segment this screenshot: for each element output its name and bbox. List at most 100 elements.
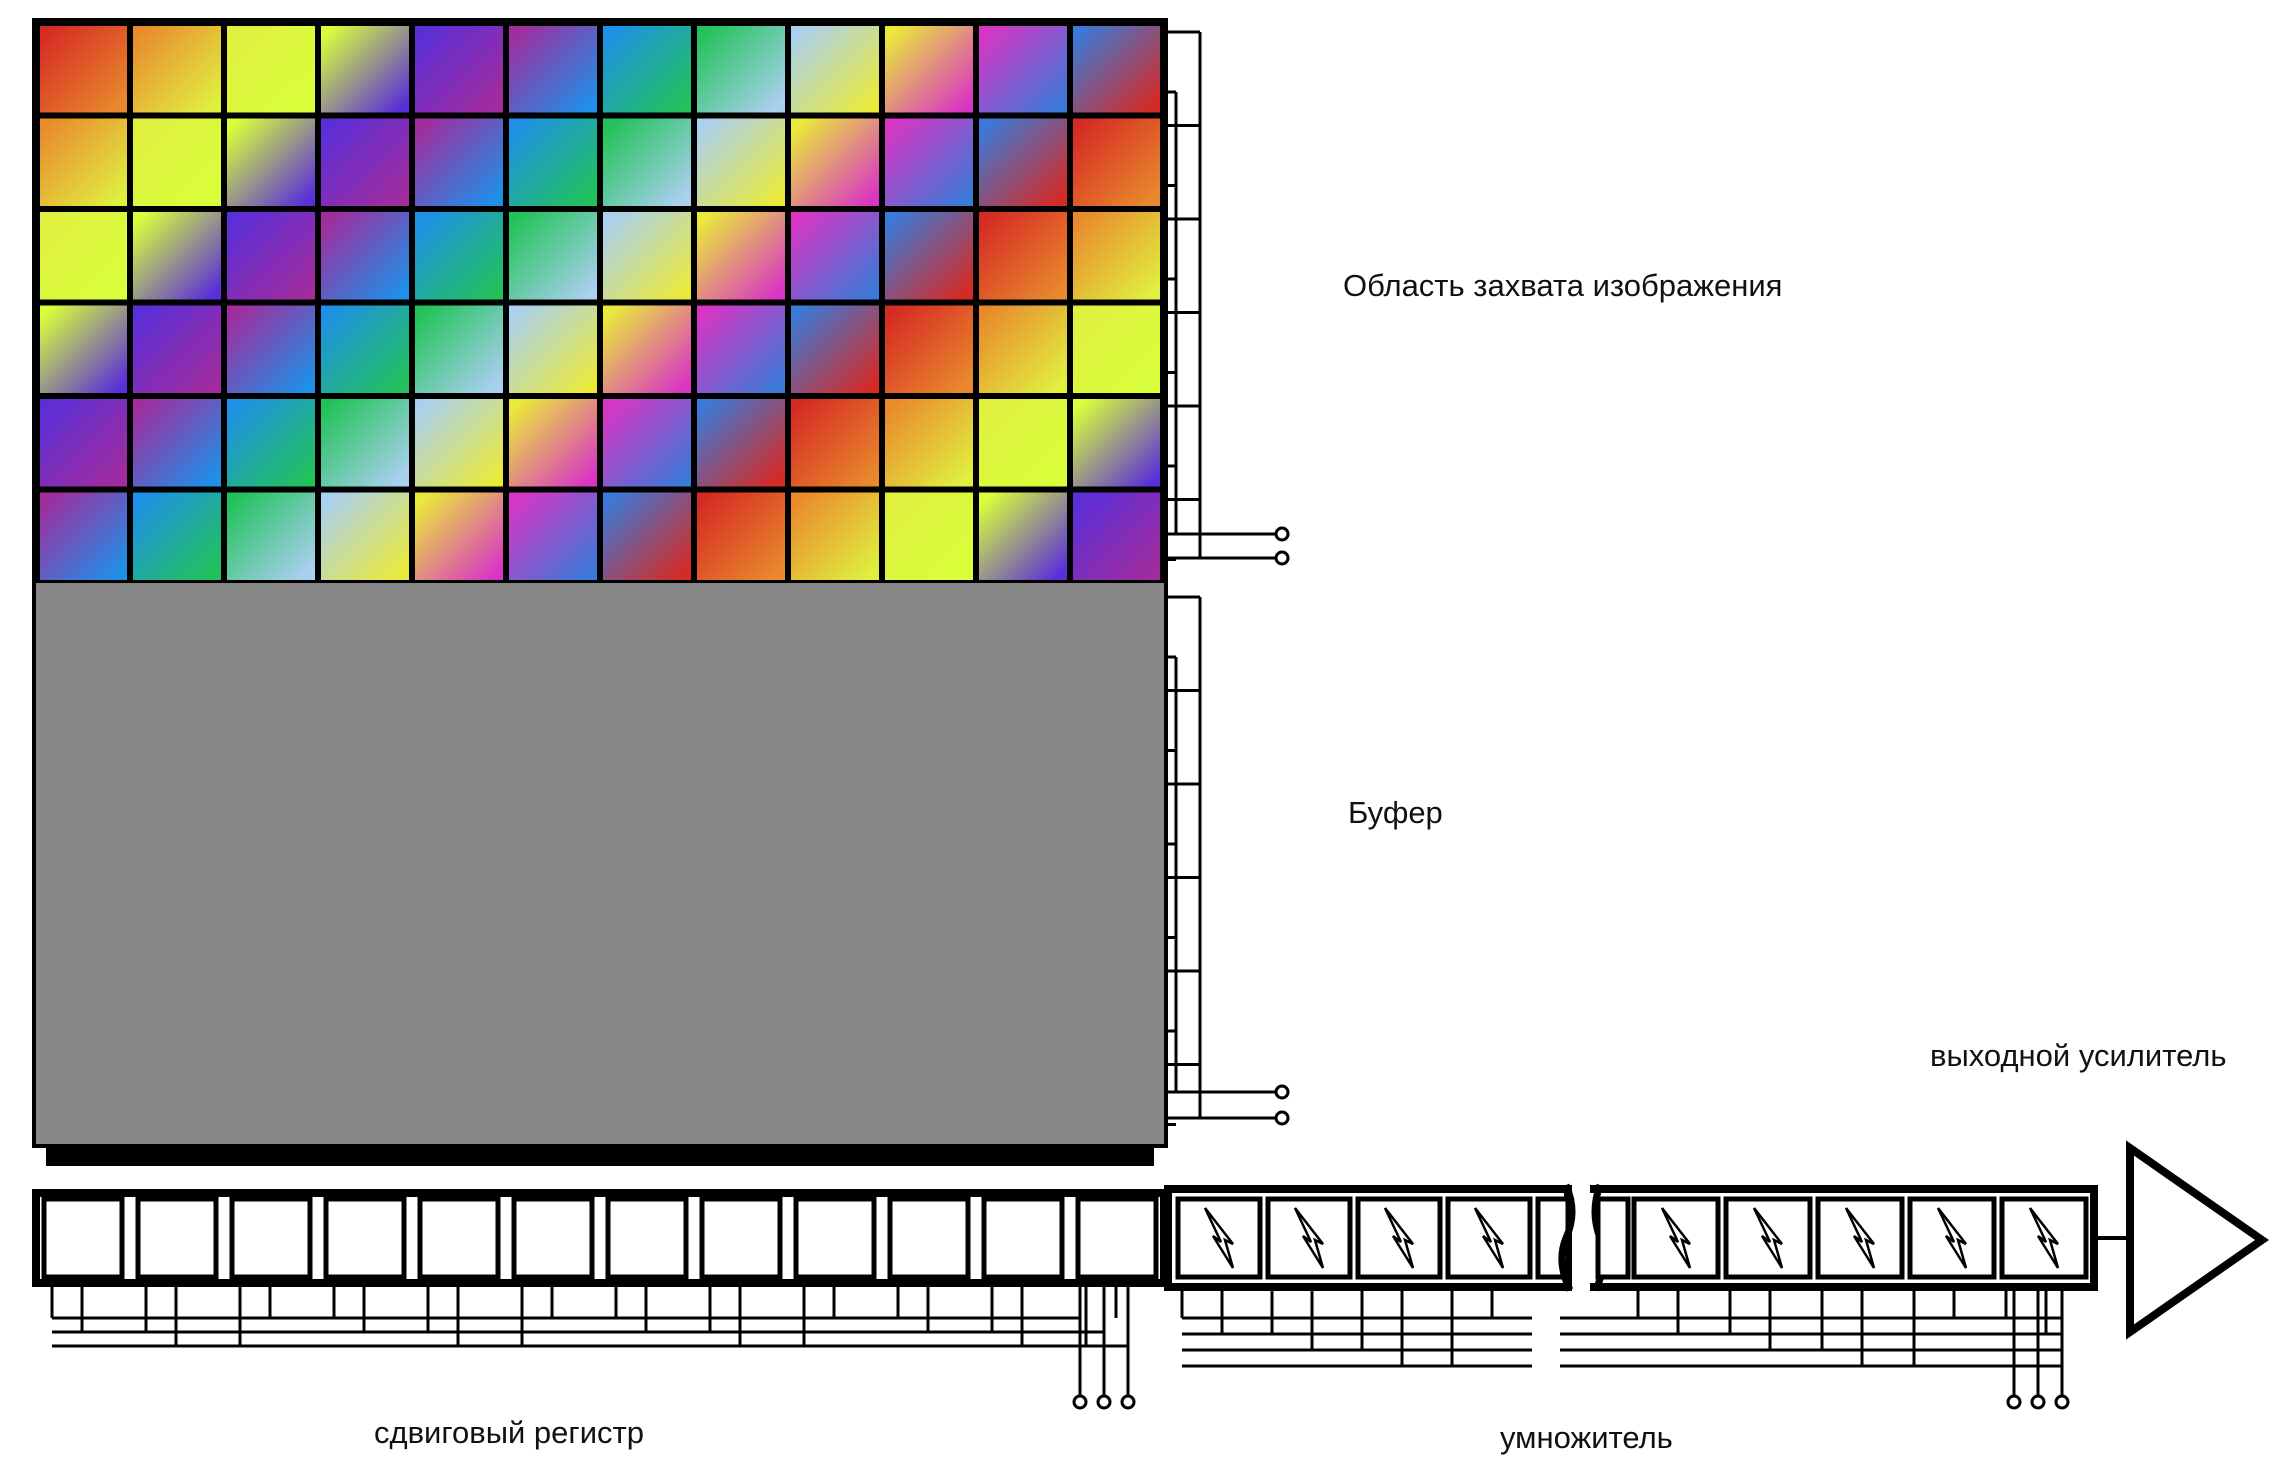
buffer-clock-wires [1164, 595, 1290, 1126]
lightning-bolt-icon [1660, 1207, 1692, 1269]
capture-pixel [412, 489, 506, 583]
multiplier-cell [1815, 1196, 1905, 1280]
capture-pixel [882, 489, 976, 583]
capture-pixel [1070, 302, 1164, 396]
buffer-label: Буфер [1348, 795, 1443, 830]
break-mark [1558, 1183, 1576, 1292]
terminal-pin [1096, 1394, 1112, 1410]
shift-register-cell [417, 1196, 501, 1280]
capture-pixel [600, 22, 694, 116]
capture-pixel [1070, 209, 1164, 303]
lightning-bolt-icon [1936, 1207, 1968, 1269]
capture-pixel [976, 489, 1070, 583]
capture-pixel [130, 115, 224, 209]
terminal-pin [1120, 1394, 1136, 1410]
transfer-gate-bar [46, 1144, 1154, 1166]
capture-pixel [694, 22, 788, 116]
multiplier-wires [1180, 1283, 2070, 1410]
capture-pixel [412, 302, 506, 396]
terminal-pin [1274, 550, 1290, 566]
shift-register-cell [793, 1196, 877, 1280]
terminal-pin [2006, 1394, 2022, 1410]
amplifier-triangle [2126, 1140, 2269, 1340]
shift-register-cell [1075, 1196, 1159, 1280]
lightning-bolt-icon [2028, 1207, 2060, 1269]
capture-pixel [694, 302, 788, 396]
terminal-pin [1274, 1110, 1290, 1126]
capture-pixel [600, 302, 694, 396]
capture-pixel [318, 396, 412, 490]
capture-pixel [318, 209, 412, 303]
capture-pixel [36, 489, 130, 583]
lightning-bolt-icon [1293, 1207, 1325, 1269]
output-amplifier [2094, 1140, 2269, 1340]
capture-pixel [506, 115, 600, 209]
shift-register-frame [32, 1189, 1168, 1287]
shift-register-wires [50, 1283, 1136, 1410]
shift-register-cell [699, 1196, 783, 1280]
capture-pixel [506, 22, 600, 116]
capture-pixel [224, 302, 318, 396]
capture-pixel [788, 302, 882, 396]
capture-pixel [506, 302, 600, 396]
capture-pixel [976, 209, 1070, 303]
lightning-bolt-icon [1203, 1207, 1235, 1269]
lightning-bolt-icon [1473, 1207, 1505, 1269]
capture-pixel [1070, 489, 1164, 583]
capture-pixel [694, 396, 788, 490]
capture-pixel [36, 115, 130, 209]
capture-clock-wires [1164, 30, 1290, 566]
terminal-pin [2054, 1394, 2070, 1410]
capture-pixel [412, 115, 506, 209]
lightning-bolt-icon [1844, 1207, 1876, 1269]
capture-pixel [788, 22, 882, 116]
capture-pixel [600, 209, 694, 303]
shift-register-cell [229, 1196, 313, 1280]
capture-pixel [224, 489, 318, 583]
capture-pixel [224, 396, 318, 490]
capture-pixel [318, 302, 412, 396]
capture-pixel [130, 22, 224, 116]
shift-register-cell [981, 1196, 1065, 1280]
buffer-fill [36, 583, 1164, 1144]
capture-pixel [318, 22, 412, 116]
capture-pixel [882, 115, 976, 209]
capture-pixel [318, 115, 412, 209]
shift-register-cell [511, 1196, 595, 1280]
right-clock-wires [1164, 30, 1290, 1126]
capture-pixel [882, 209, 976, 303]
capture-pixel [1070, 396, 1164, 490]
terminal-pin [1274, 526, 1290, 542]
capture-pixel [130, 489, 224, 583]
capture-pixel [976, 302, 1070, 396]
bottom-clock-wires [50, 1283, 2070, 1410]
capture-pixel [976, 22, 1070, 116]
shift-register-cell [605, 1196, 689, 1280]
capture-pixel [694, 209, 788, 303]
multiplier-register [1164, 1183, 2098, 1292]
capture-pixel [788, 209, 882, 303]
shift-register [32, 1144, 1168, 1287]
capture-pixel [36, 22, 130, 116]
capture-pixel [788, 396, 882, 490]
capture-pixel [882, 22, 976, 116]
capture-pixel [1070, 115, 1164, 209]
output-amplifier-label: выходной усилитель [1930, 1038, 2227, 1073]
multiplier-cell [1175, 1196, 1263, 1280]
multiplier-cell-partial [1595, 1196, 1631, 1280]
capture-pixel [788, 489, 882, 583]
terminal-pin [1072, 1394, 1088, 1410]
shift-register-cell [323, 1196, 407, 1280]
capture-pixel [1070, 22, 1164, 116]
terminal-pin [1274, 1084, 1290, 1100]
multiplier-cell [1723, 1196, 1813, 1280]
capture-pixel [600, 115, 694, 209]
multiplier-label: умножитель [1500, 1420, 1673, 1455]
capture-pixel [224, 115, 318, 209]
capture-pixel [788, 115, 882, 209]
capture-pixel [224, 22, 318, 116]
capture-pixel [600, 489, 694, 583]
shift-register-cell [887, 1196, 971, 1280]
capture-pixel [882, 396, 976, 490]
